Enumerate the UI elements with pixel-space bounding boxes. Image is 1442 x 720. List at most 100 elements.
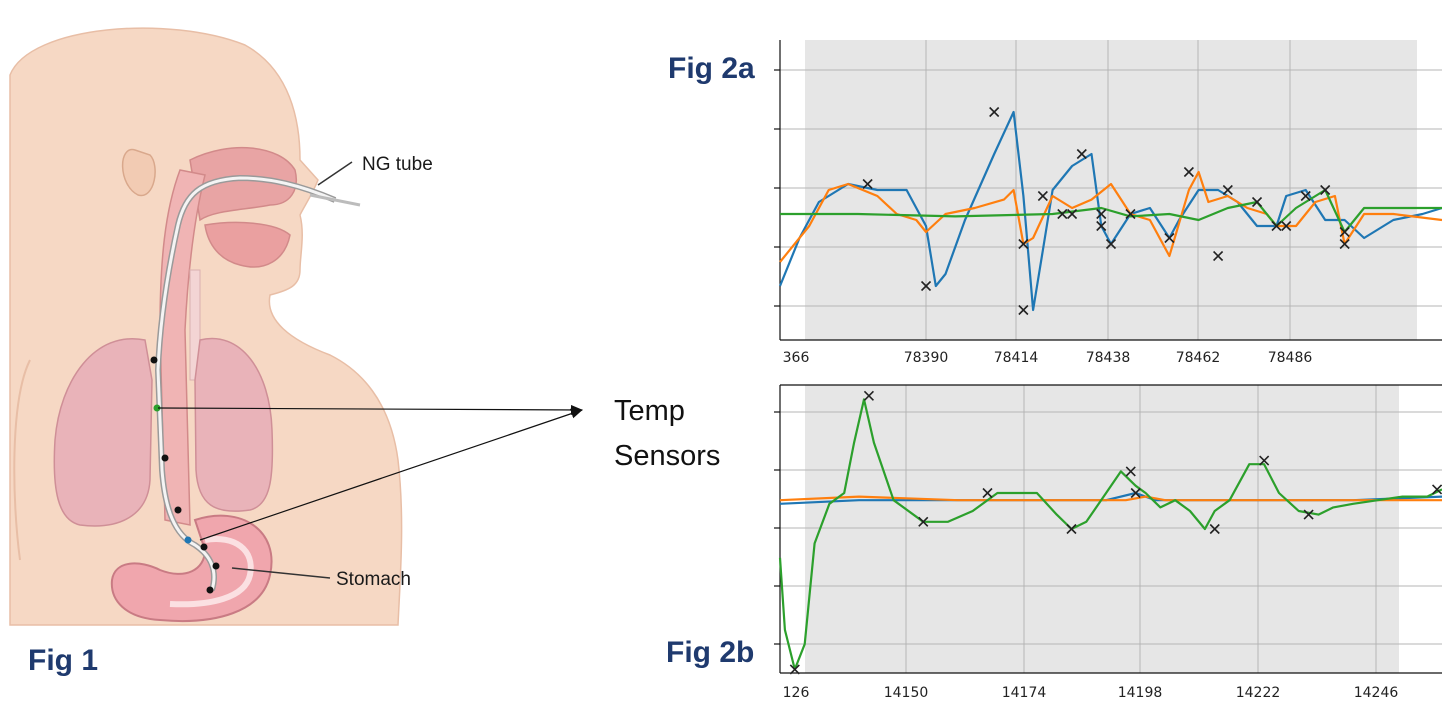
- peak-marker-stroke: [1183, 166, 1194, 178]
- peak-marker: [982, 487, 993, 499]
- peak-marker-stroke: [1125, 208, 1136, 220]
- chart-2a-x-ticks: 366 78390 78414 78438 78462 78486: [783, 350, 1313, 366]
- peak-marker-stroke: [989, 106, 1000, 118]
- peak-marker: [1259, 455, 1270, 466]
- peak-marker: [1300, 190, 1311, 202]
- peak-marker-stroke: [1105, 238, 1117, 250]
- ng-tube-callout: NG tube: [362, 154, 433, 175]
- x-tick-label: 366: [783, 350, 810, 366]
- chart-2b-grid: [774, 385, 1442, 673]
- right-lung: [194, 337, 274, 512]
- peak-marker-stroke: [1037, 190, 1048, 202]
- peak-marker: [1105, 238, 1117, 250]
- chart-2a: 366 78390 78414 78438 78462 78486: [774, 40, 1442, 366]
- peak-marker-stroke: [982, 487, 993, 499]
- ng-tube-leader: [317, 161, 353, 186]
- x-tick-label: 14174: [1002, 685, 1047, 701]
- peak-marker-stroke: [1281, 220, 1292, 232]
- sensor-dot: [161, 454, 169, 462]
- sensor-dot: [212, 562, 220, 570]
- peak-marker-stroke: [1303, 509, 1314, 520]
- peak-marker: [1066, 208, 1078, 220]
- peak-marker: [1209, 523, 1220, 535]
- series-line-2: [779, 170, 1442, 263]
- x-tick-label: 14222: [1236, 685, 1281, 701]
- peak-marker: [789, 664, 800, 675]
- peak-marker-stroke: [1259, 455, 1270, 466]
- peak-marker: [1222, 184, 1233, 196]
- peak-marker-stroke: [863, 390, 874, 401]
- peak-marker: [1125, 466, 1136, 477]
- peak-marker: [1164, 232, 1175, 244]
- peak-marker: [1183, 166, 1194, 178]
- peak-marker-stroke: [1251, 196, 1263, 208]
- sensor-dot: [150, 356, 158, 364]
- peak-marker: [1125, 208, 1136, 220]
- peak-marker: [989, 106, 1000, 118]
- sensor-dot: [184, 536, 192, 544]
- fig1-label: Fig 1: [28, 644, 98, 677]
- peak-marker-stroke: [1320, 184, 1331, 196]
- peak-marker-stroke: [1018, 238, 1029, 250]
- arm: [13, 359, 31, 561]
- left-lung: [53, 338, 153, 527]
- peak-marker: [1303, 509, 1314, 520]
- peak-marker-stroke: [1076, 148, 1087, 160]
- peak-marker-stroke: [1300, 190, 1311, 202]
- peak-marker: [1339, 226, 1350, 238]
- peak-marker-stroke: [1066, 208, 1078, 220]
- x-tick-label: 78462: [1176, 350, 1221, 366]
- peak-marker: [1271, 220, 1282, 232]
- peak-marker: [1076, 148, 1087, 160]
- x-tick-label: 78438: [1086, 350, 1131, 366]
- peak-marker-stroke: [1096, 208, 1107, 220]
- peak-marker-stroke: [1096, 220, 1107, 232]
- peak-marker: [920, 280, 932, 292]
- peak-marker-stroke: [1431, 484, 1442, 495]
- peak-marker: [1431, 484, 1442, 495]
- fig2b-label: Fig 2b: [666, 636, 754, 669]
- x-tick-label: 78414: [994, 350, 1039, 366]
- chart-2b: 126 14150 14174 14198 14222 14246: [774, 384, 1442, 701]
- peak-marker-stroke: [1125, 466, 1136, 477]
- peak-marker: [1320, 184, 1331, 196]
- x-tick-label: 14198: [1118, 685, 1163, 701]
- peak-marker-stroke: [1271, 220, 1282, 232]
- stomach-lining: [169, 536, 254, 608]
- x-tick-label: 78390: [904, 350, 949, 366]
- temp-sensors-label-line1: Temp: [614, 395, 685, 427]
- mouth-cavity: [204, 221, 291, 268]
- peak-marker: [1251, 196, 1263, 208]
- peak-marker: [1213, 250, 1224, 262]
- peak-marker: [1130, 487, 1141, 499]
- peak-marker-stroke: [789, 664, 800, 675]
- temp-sensors-label-line2: Sensors: [614, 440, 720, 472]
- stomach-leader: [231, 567, 331, 579]
- sensor-dot: [206, 586, 214, 594]
- peak-marker: [862, 178, 873, 190]
- peak-marker-stroke: [862, 178, 873, 190]
- x-tick-label: 14150: [884, 685, 929, 701]
- x-tick-label: 14246: [1354, 685, 1399, 701]
- peak-marker-stroke: [1164, 232, 1175, 244]
- peak-marker-stroke: [920, 280, 932, 292]
- peak-marker: [1281, 220, 1292, 232]
- peak-marker-stroke: [1130, 487, 1141, 499]
- peak-marker-stroke: [1209, 523, 1220, 535]
- fig2a-label: Fig 2a: [668, 52, 755, 85]
- peak-marker-stroke: [1018, 304, 1029, 316]
- series-line-2: [779, 495, 1442, 502]
- chart-2b-x-ticks: 126 14150 14174 14198 14222 14246: [783, 685, 1399, 701]
- sensor-dot: [200, 543, 208, 551]
- peak-marker: [1018, 304, 1029, 316]
- ng-tube-inner: [156, 176, 336, 591]
- sensor-arrow-upper: [157, 404, 583, 415]
- peak-marker: [1096, 208, 1107, 220]
- peak-marker-stroke: [918, 516, 929, 527]
- peak-marker: [863, 390, 874, 401]
- peak-marker: [1339, 238, 1350, 250]
- chart-2b-shaded-region: [805, 385, 1399, 673]
- anatomy-illustration: NG tube Stomach: [9, 27, 433, 626]
- peak-marker-stroke: [1222, 184, 1233, 196]
